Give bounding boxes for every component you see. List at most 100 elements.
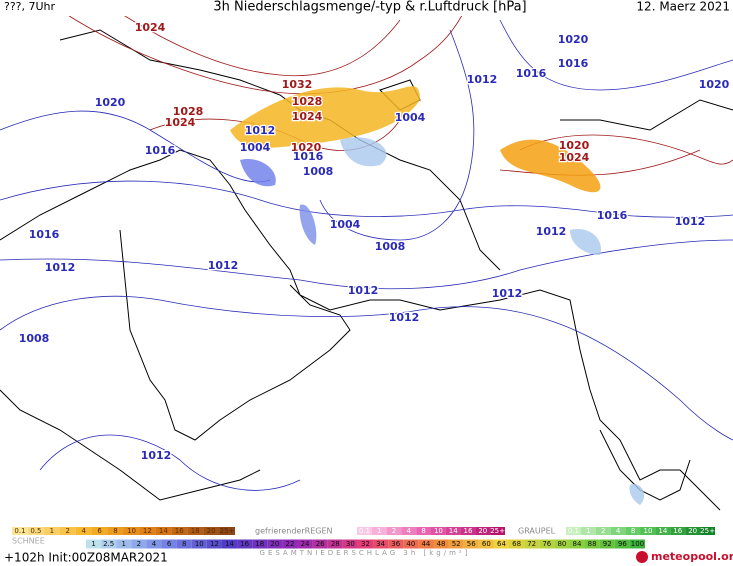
legend-value: 6 <box>167 540 172 548</box>
legend-cell <box>342 539 358 549</box>
legend-cell <box>139 527 156 535</box>
legend-cell <box>416 527 431 535</box>
isobar-label: 1024 <box>292 110 323 123</box>
isobar-label: 1012 <box>536 225 567 238</box>
legend-value: 44 <box>421 540 430 548</box>
legend-cell <box>187 527 204 535</box>
isobar-label: 1012 <box>141 449 172 462</box>
legend-cell <box>386 527 402 535</box>
isobar-label: 1008 <box>303 165 334 178</box>
legend-value: 16 <box>240 540 249 548</box>
brand: meteopool.org <box>651 550 733 563</box>
legend-cell <box>614 539 630 549</box>
legend-cell <box>478 539 494 549</box>
legend-value: 2 <box>66 527 70 535</box>
freezing-rain-label: gefrierenderREGEN <box>255 527 333 536</box>
isobar-label: 1004 <box>395 111 426 124</box>
header-bar <box>0 0 733 16</box>
legend-cell <box>584 539 600 549</box>
legend-cell <box>463 539 479 549</box>
legend-cell <box>599 539 615 549</box>
isobar-label: 1004 <box>240 141 271 154</box>
legend-value: 84 <box>573 540 582 548</box>
legend-value: 14 <box>225 540 234 548</box>
legend-cell <box>75 527 92 535</box>
legend-value: 18 <box>191 527 200 535</box>
legend-value: 52 <box>452 540 461 548</box>
legend-value: 32 <box>361 540 370 548</box>
legend-value: 100 <box>631 540 644 548</box>
isobar-label: 1016 <box>558 57 589 70</box>
legend-cell <box>569 539 585 549</box>
legend-cell <box>107 527 124 535</box>
legend-value: 68 <box>512 540 521 548</box>
legend-value: 22 <box>285 540 294 548</box>
legend-cell <box>237 539 253 549</box>
legend-cell <box>297 539 313 549</box>
legend-value: 92 <box>603 540 612 548</box>
legend-cell <box>203 527 220 535</box>
legend-value: 1 <box>50 527 54 535</box>
legend-value: 28 <box>331 540 340 548</box>
isobar-label: 1024 <box>135 21 166 34</box>
legend-cell <box>509 539 525 549</box>
isobar-label: 1012 <box>45 261 76 274</box>
legend-cell <box>401 527 417 535</box>
legend-cell <box>312 539 328 549</box>
legend-value: 36 <box>391 540 400 548</box>
legend-cell <box>219 527 235 535</box>
legend-value: 8 <box>631 527 635 535</box>
legend-value: 8 <box>182 540 186 548</box>
legend-cell <box>403 539 419 549</box>
legend-value: 24 <box>301 540 310 548</box>
legend-value: 20 <box>207 527 216 535</box>
legend-value: 16 <box>464 527 473 535</box>
legend-cell <box>373 539 389 549</box>
legend-cell <box>448 539 464 549</box>
legend-cell <box>357 527 372 535</box>
legend-cell <box>445 527 461 535</box>
isobar-label: 1008 <box>19 332 50 345</box>
legend-value: 12 <box>210 540 219 548</box>
legend-value: 2 <box>601 527 605 535</box>
isobar-label: 1024 <box>559 151 590 164</box>
snow-label: SCHNEE <box>12 537 45 546</box>
legend-cell <box>252 539 268 549</box>
legend-cell <box>493 539 510 549</box>
isobar-label: 1016 <box>597 209 628 222</box>
isobar-label: 1016 <box>29 228 60 241</box>
isobar-label: 1024 <box>165 116 196 129</box>
legend-value: 64 <box>497 540 506 548</box>
header-title: 3h Niederschlagsmenge/-typ & r.Luftdruck… <box>213 0 526 15</box>
legend-value: 72 <box>527 540 536 548</box>
legend-value: 2.5 <box>103 540 114 548</box>
isobar-label: 1020 <box>559 139 590 152</box>
legend-value: 8 <box>421 527 425 535</box>
legend-cell <box>595 527 611 535</box>
isobar-label: 1016 <box>516 67 547 80</box>
legend-cell <box>282 539 298 549</box>
legend-cell <box>670 527 686 535</box>
legend-cell <box>418 539 434 549</box>
precipitation <box>230 86 645 505</box>
legend-cell <box>388 539 404 549</box>
legend-value: 25+ <box>220 527 235 535</box>
legend-cell <box>146 539 162 549</box>
legend-cell <box>475 527 491 535</box>
isobar-label: 1012 <box>245 124 276 137</box>
legend-cell <box>554 539 570 549</box>
legend-value: 14 <box>658 527 667 535</box>
legend-cell <box>371 527 387 535</box>
isobar-label: 1012 <box>492 287 523 300</box>
legend-cell <box>357 539 374 549</box>
legend-value: 0.5 <box>30 527 41 535</box>
legend-cell <box>176 539 192 549</box>
legend-value: 76 <box>542 540 551 548</box>
legend-value: 2 <box>137 540 141 548</box>
legend-cell <box>27 527 44 535</box>
legend-value: 40 <box>406 540 415 548</box>
legend-cell <box>101 539 117 549</box>
legend-value: 20 <box>270 540 279 548</box>
legend-value: 10 <box>195 540 204 548</box>
